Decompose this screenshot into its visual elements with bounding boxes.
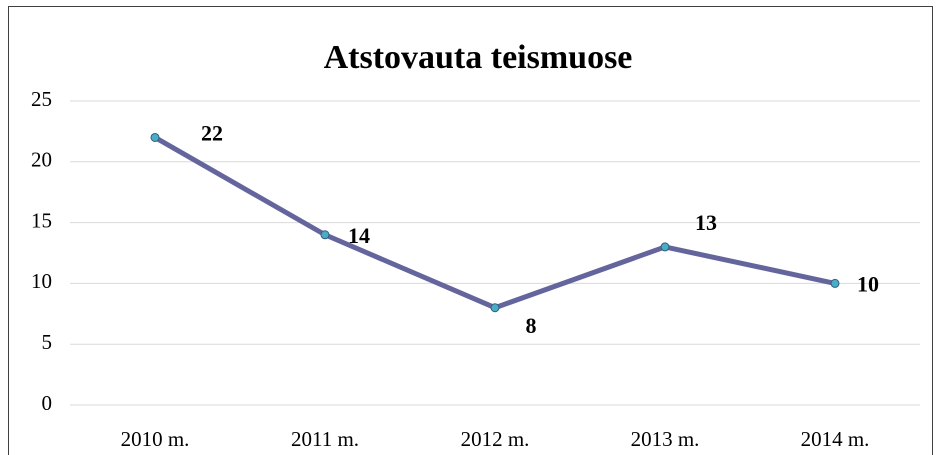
y-tick-label: 10 [31, 269, 52, 293]
x-tick-label: 2012 m. [461, 427, 530, 451]
x-tick-label: 2013 m. [631, 427, 700, 451]
y-tick-label: 5 [42, 330, 53, 354]
marker [660, 242, 670, 252]
y-tick-label: 20 [31, 148, 52, 172]
marker [490, 303, 500, 313]
data-label: 22 [201, 121, 223, 146]
data-label: 14 [348, 223, 370, 248]
x-tick-label: 2011 m. [291, 427, 359, 451]
x-tick-label: 2014 m. [801, 427, 870, 451]
y-tick-label: 15 [31, 208, 52, 232]
marker [830, 278, 840, 288]
y-tick-label: 25 [31, 87, 52, 111]
x-tick-label: 2010 m. [121, 427, 190, 451]
y-tick-label: 0 [42, 391, 53, 415]
marker [150, 132, 160, 142]
data-label: 8 [526, 313, 537, 338]
marker [320, 230, 330, 240]
data-label: 10 [857, 271, 879, 296]
data-label: 13 [695, 210, 717, 235]
chart-title: Atstovauta teismuose [324, 39, 633, 76]
chart-frame [8, 6, 933, 455]
